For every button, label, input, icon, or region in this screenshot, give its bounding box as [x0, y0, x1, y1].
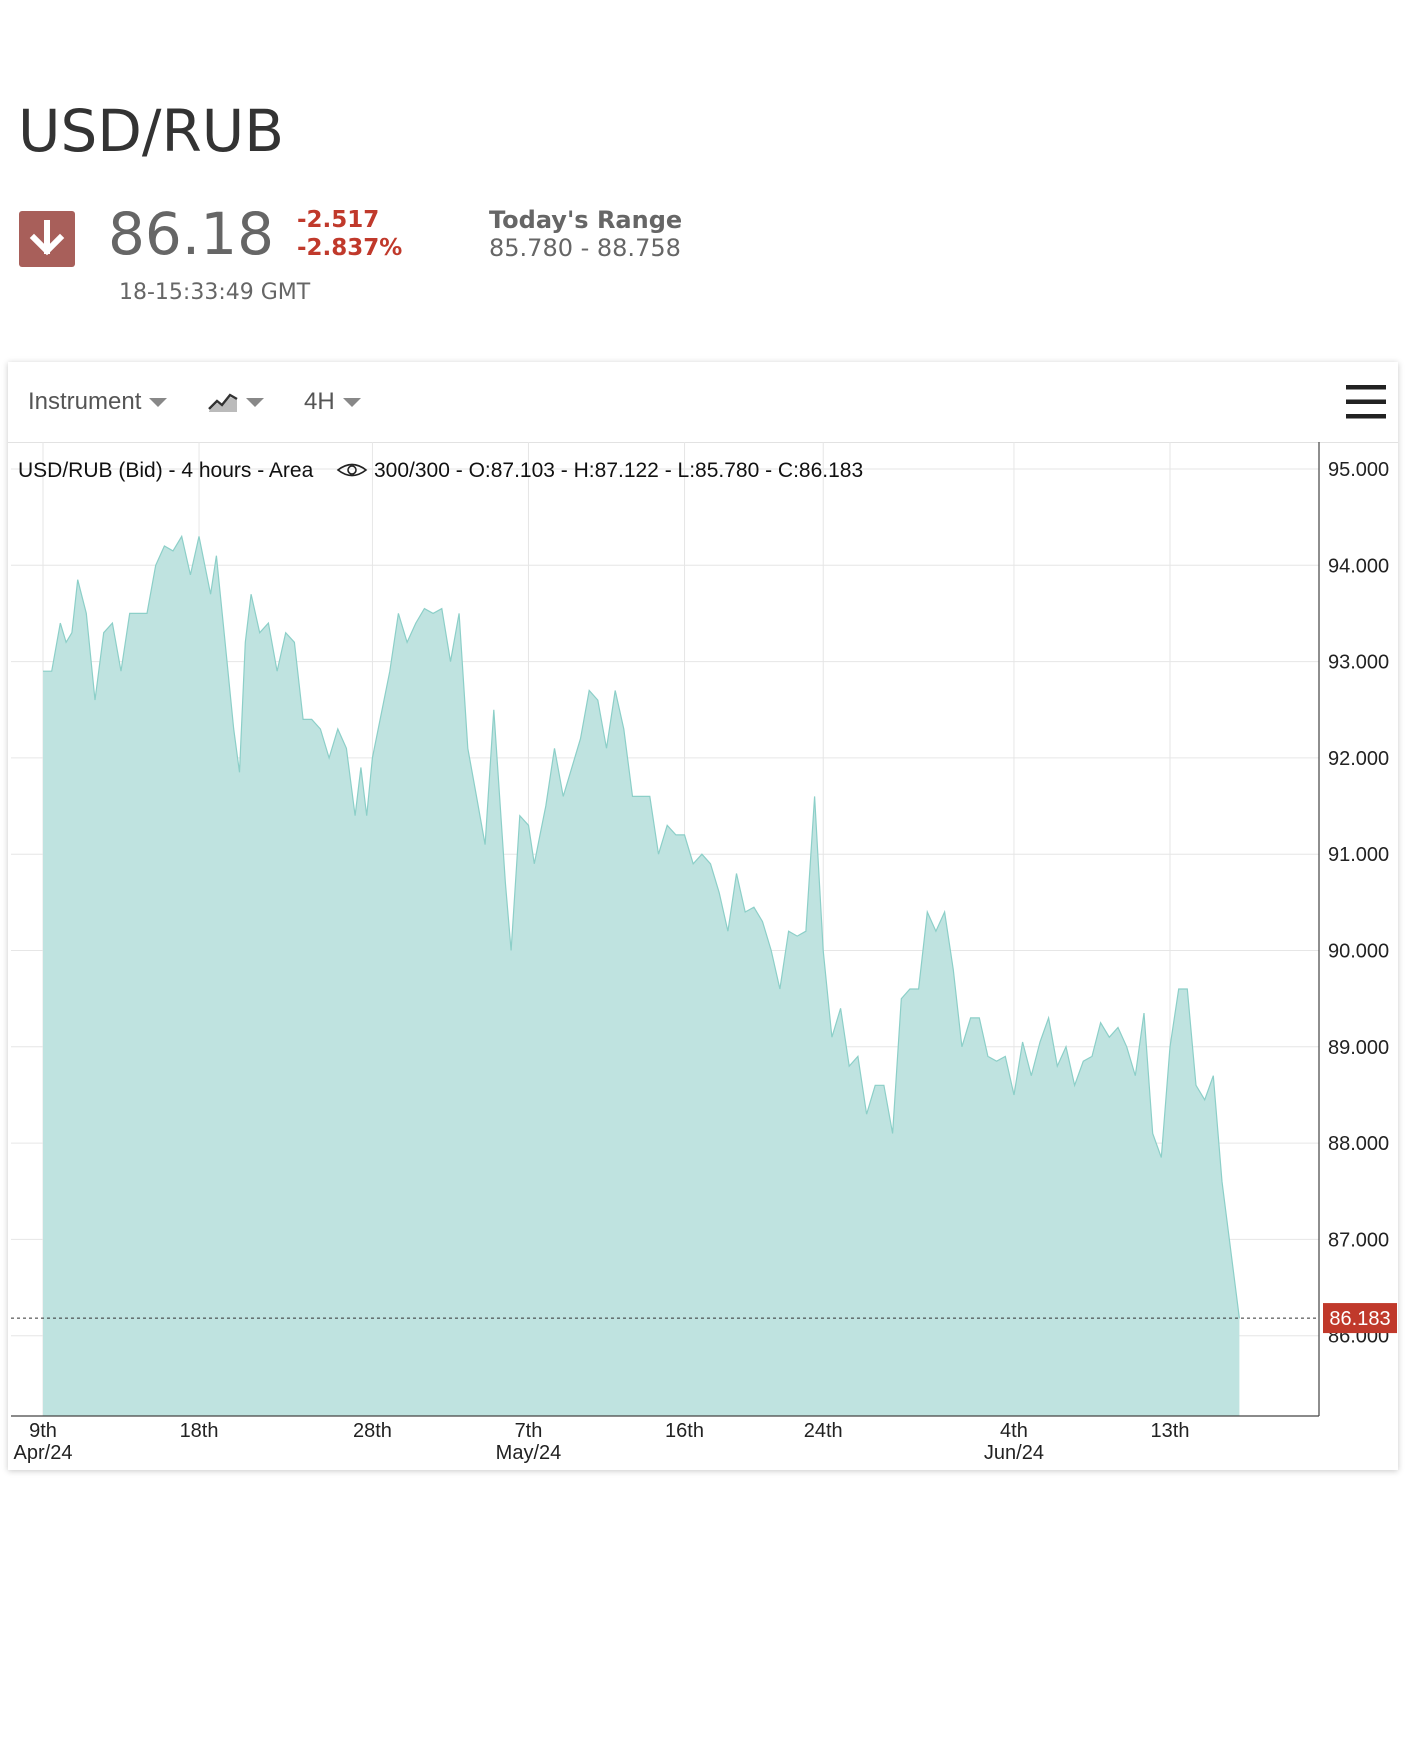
chart-type-dropdown[interactable] — [208, 362, 264, 442]
change-percent: -2.837% — [297, 235, 403, 261]
x-tick-label: 4th — [1000, 1420, 1028, 1442]
x-tick-sublabel: May/24 — [496, 1442, 562, 1464]
y-tick-label: 93.000 — [1328, 652, 1389, 674]
x-tick-label: 24th — [804, 1420, 843, 1442]
y-tick-label: 92.000 — [1328, 748, 1389, 770]
price-change: -2.517 -2.837% — [297, 206, 402, 262]
chevron-down-icon — [149, 397, 168, 407]
hamburger-menu-icon — [1346, 385, 1386, 419]
change-absolute: -2.517 — [297, 207, 380, 233]
chevron-down-icon — [342, 397, 361, 407]
eye-icon[interactable] — [336, 463, 368, 477]
chart-ohlc-info: 300/300 - O:87.103 - H:87.122 - L:85.780… — [374, 459, 863, 482]
chart-title: USD/RUB (Bid) - 4 hours - Area — [18, 459, 314, 482]
chevron-down-icon — [246, 397, 264, 407]
y-tick-label: 89.000 — [1328, 1037, 1389, 1059]
price-down-indicator — [19, 211, 75, 267]
page-title: USD/RUB — [18, 97, 285, 165]
chart-toolbar: Instrument 4H — [8, 362, 1398, 443]
arrow-down-icon — [29, 220, 65, 256]
y-tick-label: 91.000 — [1328, 844, 1389, 866]
y-tick-label: 88.000 — [1328, 1133, 1389, 1155]
interval-dropdown[interactable]: 4H — [304, 362, 361, 442]
last-value-badge — [1323, 1303, 1397, 1334]
interval-label: 4H — [304, 388, 335, 415]
area-chart[interactable]: 95.000 94.000 93.000 92.000 91.000 90.000 89.0… — [8, 442, 1398, 1470]
y-tick-label: 87.000 — [1328, 1229, 1389, 1251]
series-line — [43, 534, 1240, 1319]
x-tick-label: 9th — [29, 1420, 57, 1442]
instrument-dropdown[interactable]: Instrument — [28, 362, 168, 442]
x-tick-label: 18th — [180, 1420, 219, 1442]
todays-range-value: 85.780 - 88.758 — [489, 234, 681, 262]
chart-panel: Instrument 4H 95.000 94.000 93.000 92.000 91… — [8, 362, 1398, 1470]
quote-timestamp: 18-15:33:49 GMT — [119, 280, 311, 305]
x-tick-label: 13th — [1151, 1420, 1190, 1442]
y-tick-label: 95.000 — [1328, 459, 1389, 481]
y-tick-label: 94.000 — [1328, 555, 1389, 577]
series-area — [43, 536, 1240, 1416]
x-tick-label: 7th — [515, 1420, 543, 1442]
instrument-label: Instrument — [28, 388, 142, 415]
last-value-label: 86.183 — [1329, 1308, 1390, 1330]
y-tick-label: 90.000 — [1328, 941, 1389, 963]
x-tick-label: 16th — [665, 1420, 704, 1442]
todays-range-label: Today's Range — [489, 206, 683, 234]
x-tick-sublabel: Apr/24 — [14, 1442, 73, 1464]
axis-mask — [1320, 1417, 1398, 1470]
x-tick-sublabel: Jun/24 — [984, 1442, 1044, 1464]
x-tick-label: 28th — [353, 1420, 392, 1442]
chart-menu-button[interactable] — [1346, 382, 1386, 422]
line-chart-icon — [208, 393, 238, 412]
current-price: 86.18 — [108, 200, 275, 268]
